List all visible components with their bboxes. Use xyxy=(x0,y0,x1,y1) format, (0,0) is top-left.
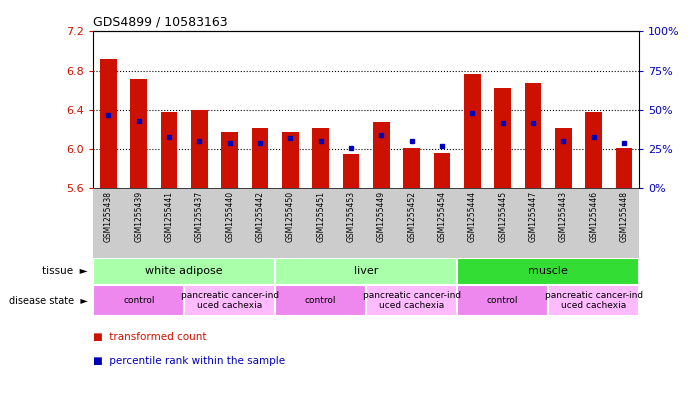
Text: muscle: muscle xyxy=(528,266,568,277)
Bar xyxy=(434,153,451,189)
Bar xyxy=(275,285,366,316)
Text: control: control xyxy=(487,296,518,305)
Text: GSM1255444: GSM1255444 xyxy=(468,191,477,242)
Bar xyxy=(221,132,238,189)
Bar xyxy=(275,258,457,285)
Bar xyxy=(93,258,275,285)
Text: ■  transformed count: ■ transformed count xyxy=(93,332,207,342)
Bar xyxy=(282,132,299,189)
Bar xyxy=(100,59,117,189)
Text: white adipose: white adipose xyxy=(145,266,223,277)
Bar xyxy=(616,148,632,189)
Bar xyxy=(404,148,420,189)
Text: GSM1255446: GSM1255446 xyxy=(589,191,598,242)
Bar xyxy=(184,285,275,316)
Bar xyxy=(312,128,329,189)
Bar xyxy=(457,285,548,316)
Text: GSM1255450: GSM1255450 xyxy=(286,191,295,242)
Text: GDS4899 / 10583163: GDS4899 / 10583163 xyxy=(93,16,228,29)
Text: pancreatic cancer-ind
uced cachexia: pancreatic cancer-ind uced cachexia xyxy=(363,291,461,310)
Text: control: control xyxy=(305,296,337,305)
Bar xyxy=(373,122,390,189)
Bar xyxy=(555,128,571,189)
Text: GSM1255438: GSM1255438 xyxy=(104,191,113,242)
Text: GSM1255448: GSM1255448 xyxy=(620,191,629,242)
Text: GSM1255437: GSM1255437 xyxy=(195,191,204,242)
Text: GSM1255449: GSM1255449 xyxy=(377,191,386,242)
Text: liver: liver xyxy=(354,266,379,277)
Text: GSM1255439: GSM1255439 xyxy=(134,191,143,242)
Bar xyxy=(252,128,268,189)
Bar xyxy=(93,285,184,316)
Bar xyxy=(366,285,457,316)
Bar xyxy=(343,154,359,189)
Bar xyxy=(131,79,147,189)
Bar xyxy=(464,73,481,189)
Bar xyxy=(524,83,541,189)
Text: pancreatic cancer-ind
uced cachexia: pancreatic cancer-ind uced cachexia xyxy=(545,291,643,310)
Bar xyxy=(494,88,511,189)
Text: GSM1255441: GSM1255441 xyxy=(164,191,173,242)
Bar xyxy=(585,112,602,189)
Text: control: control xyxy=(123,296,155,305)
Text: GSM1255454: GSM1255454 xyxy=(437,191,446,242)
Text: GSM1255452: GSM1255452 xyxy=(407,191,416,242)
Text: GSM1255451: GSM1255451 xyxy=(316,191,325,242)
Bar xyxy=(457,258,639,285)
Text: GSM1255447: GSM1255447 xyxy=(529,191,538,242)
Text: GSM1255443: GSM1255443 xyxy=(559,191,568,242)
Text: GSM1255445: GSM1255445 xyxy=(498,191,507,242)
Text: GSM1255442: GSM1255442 xyxy=(256,191,265,242)
Bar xyxy=(191,110,208,189)
Text: disease state  ►: disease state ► xyxy=(9,296,88,306)
Text: ■  percentile rank within the sample: ■ percentile rank within the sample xyxy=(93,356,285,365)
Bar xyxy=(548,285,639,316)
Bar xyxy=(161,112,178,189)
Text: GSM1255440: GSM1255440 xyxy=(225,191,234,242)
Text: pancreatic cancer-ind
uced cachexia: pancreatic cancer-ind uced cachexia xyxy=(180,291,279,310)
Text: tissue  ►: tissue ► xyxy=(42,266,88,277)
Text: GSM1255453: GSM1255453 xyxy=(347,191,356,242)
